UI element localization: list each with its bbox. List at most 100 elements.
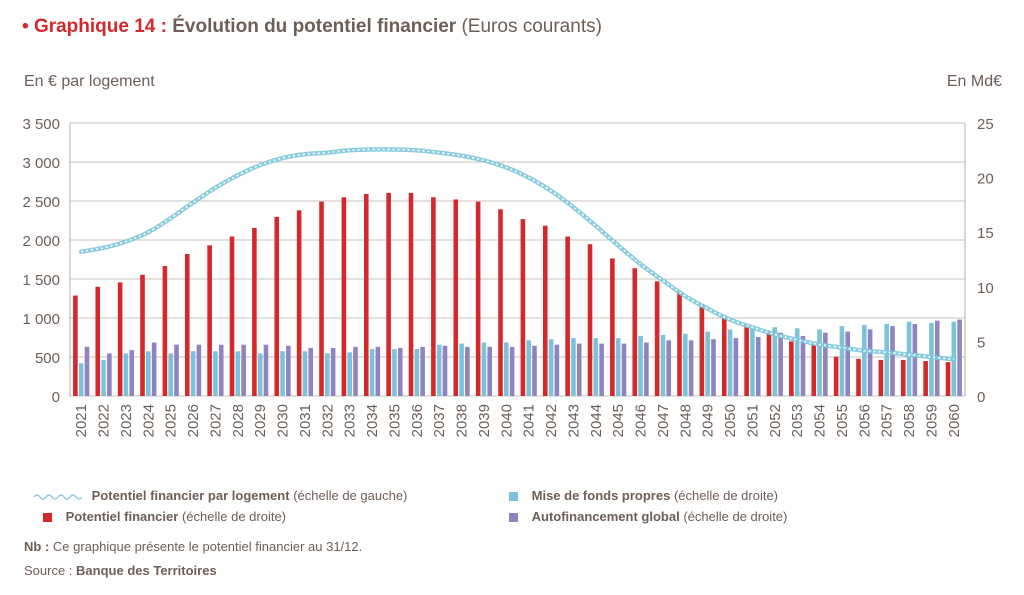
- legend-item-potentiel-financier: Potentiel financier (échelle de droite): [43, 509, 286, 524]
- bar-autofinancement-global: [644, 342, 649, 396]
- x-tick-label: 2043: [565, 404, 582, 437]
- x-tick-label: 2025: [163, 404, 180, 437]
- bar-mise-de-fonds-propres: [862, 325, 867, 396]
- bar-autofinancement-global: [330, 347, 336, 396]
- x-tick-label: 2045: [610, 404, 627, 437]
- bar-potentiel-financier: [140, 274, 145, 396]
- legend-item-autofinancement: Autofinancement global (échelle de droit…: [509, 509, 787, 524]
- x-tick-label: 2046: [633, 404, 650, 437]
- line-potentiel-par-logement: [78, 147, 957, 362]
- x-tick-label: 2049: [700, 404, 717, 437]
- x-tick-label: 2044: [588, 404, 605, 437]
- bar-mise-de-fonds-propres: [593, 338, 599, 396]
- bar-mise-de-fonds-propres: [190, 351, 196, 396]
- right-tick-label: 5: [977, 334, 985, 351]
- bar-autofinancement-global: [666, 340, 672, 396]
- bar-potentiel-financier: [677, 291, 682, 396]
- bar-potentiel-financier: [587, 244, 593, 396]
- x-tick-label: 2060: [946, 404, 963, 437]
- bar-mise-de-fonds-propres: [235, 351, 241, 396]
- bar-mise-de-fonds-propres: [257, 353, 263, 396]
- bar-mise-de-fonds-propres: [436, 344, 442, 396]
- bar-autofinancement-global: [420, 346, 425, 396]
- bar-potentiel-financier: [73, 295, 78, 396]
- bar-mise-de-fonds-propres: [750, 328, 755, 396]
- bar-autofinancement-global: [151, 342, 157, 396]
- bar-potentiel-financier: [207, 245, 212, 396]
- bar-autofinancement-global: [263, 344, 269, 396]
- x-tick-label: 2058: [901, 404, 918, 437]
- bar-autofinancement-global: [733, 338, 739, 396]
- bar-autofinancement-global: [621, 343, 627, 396]
- bar-mise-de-fonds-propres: [347, 352, 352, 396]
- footnote: Nb : Ce graphique présente le potentiel …: [24, 539, 362, 554]
- bar-potentiel-financier: [654, 281, 660, 396]
- x-tick-label: 2024: [140, 404, 157, 437]
- bar-potentiel-financier: [878, 359, 884, 396]
- bar-mise-de-fonds-propres: [727, 329, 733, 396]
- bar-autofinancement-global: [755, 337, 761, 396]
- bar-potentiel-financier: [386, 192, 391, 396]
- x-tick-label: 2022: [96, 404, 113, 437]
- bar-mise-de-fonds-propres: [839, 326, 845, 396]
- x-tick-label: 2042: [543, 404, 560, 437]
- x-tick-label: 2023: [118, 404, 135, 437]
- bar-mise-de-fonds-propres: [302, 351, 308, 396]
- bar-mise-de-fonds-propres: [705, 331, 710, 396]
- bar-mise-de-fonds-propres: [213, 351, 218, 396]
- bar-potentiel-financier: [632, 268, 638, 396]
- bar-potentiel-financier: [789, 341, 794, 396]
- x-tick-label: 2056: [856, 404, 873, 437]
- bar-mise-de-fonds-propres: [325, 353, 330, 396]
- x-tick-label: 2029: [252, 404, 269, 437]
- bar-autofinancement-global: [107, 353, 112, 396]
- x-tick-label: 2038: [454, 404, 471, 437]
- bar-mise-de-fonds-propres: [101, 359, 106, 396]
- bar-mise-de-fonds-propres: [280, 351, 285, 396]
- bar-autofinancement-global: [286, 345, 291, 396]
- bar-autofinancement-global: [800, 335, 806, 396]
- x-tick-label: 2032: [319, 404, 336, 437]
- chart-title: • Graphique 14 : Évolution du potentiel …: [22, 16, 602, 38]
- bar-mise-de-fonds-propres: [794, 328, 800, 396]
- legend-suffix: (échelle de droite): [683, 509, 788, 524]
- source: Source : Banque des Territoires: [24, 563, 217, 578]
- x-tick-label: 2039: [476, 404, 493, 437]
- legend-suffix: (échelle de gauche): [293, 488, 408, 503]
- footnote-label: Nb :: [24, 539, 50, 554]
- bar-autofinancement-global: [599, 343, 604, 396]
- bar-potentiel-financier: [744, 325, 749, 396]
- bar-potentiel-financier: [833, 356, 839, 396]
- bar-potentiel-financier: [900, 359, 906, 396]
- x-tick-label: 2031: [297, 404, 314, 437]
- bar-mise-de-fonds-propres: [168, 353, 173, 396]
- bar-autofinancement-global: [397, 347, 403, 396]
- bar-potentiel-financier: [117, 282, 123, 396]
- bar-mise-de-fonds-propres: [660, 334, 666, 396]
- x-tick-label: 2035: [386, 404, 403, 437]
- x-tick-label: 2054: [812, 404, 829, 437]
- bar-mise-de-fonds-propres: [638, 335, 643, 396]
- bar-mise-de-fonds-propres: [571, 338, 576, 396]
- bar-mise-de-fonds-propres: [78, 363, 84, 396]
- left-tick-label: 1 000: [22, 311, 60, 328]
- bar-mise-de-fonds-propres: [683, 333, 688, 396]
- bar-autofinancement-global: [867, 329, 873, 396]
- title-figure-label: Graphique 14 :: [33, 16, 167, 37]
- x-tick-label: 2057: [879, 404, 896, 437]
- bar-mise-de-fonds-propres: [146, 351, 151, 396]
- bar-potentiel-financier: [610, 258, 615, 396]
- bar-mise-de-fonds-propres: [504, 342, 509, 396]
- bar-autofinancement-global: [509, 346, 515, 396]
- bar-autofinancement-global: [442, 345, 448, 396]
- x-tick-label: 2037: [431, 404, 448, 437]
- left-tick-label: 2 500: [22, 194, 60, 211]
- bar-potentiel-financier: [945, 362, 951, 396]
- right-tick-label: 20: [977, 171, 994, 188]
- x-tick-label: 2040: [498, 404, 515, 437]
- bar-potentiel-financier: [542, 225, 548, 396]
- bar-potentiel-financier: [856, 358, 861, 396]
- bar-mise-de-fonds-propres: [817, 329, 822, 396]
- legend-suffix: (échelle de droite): [673, 488, 779, 503]
- bar-potentiel-financier: [923, 361, 928, 396]
